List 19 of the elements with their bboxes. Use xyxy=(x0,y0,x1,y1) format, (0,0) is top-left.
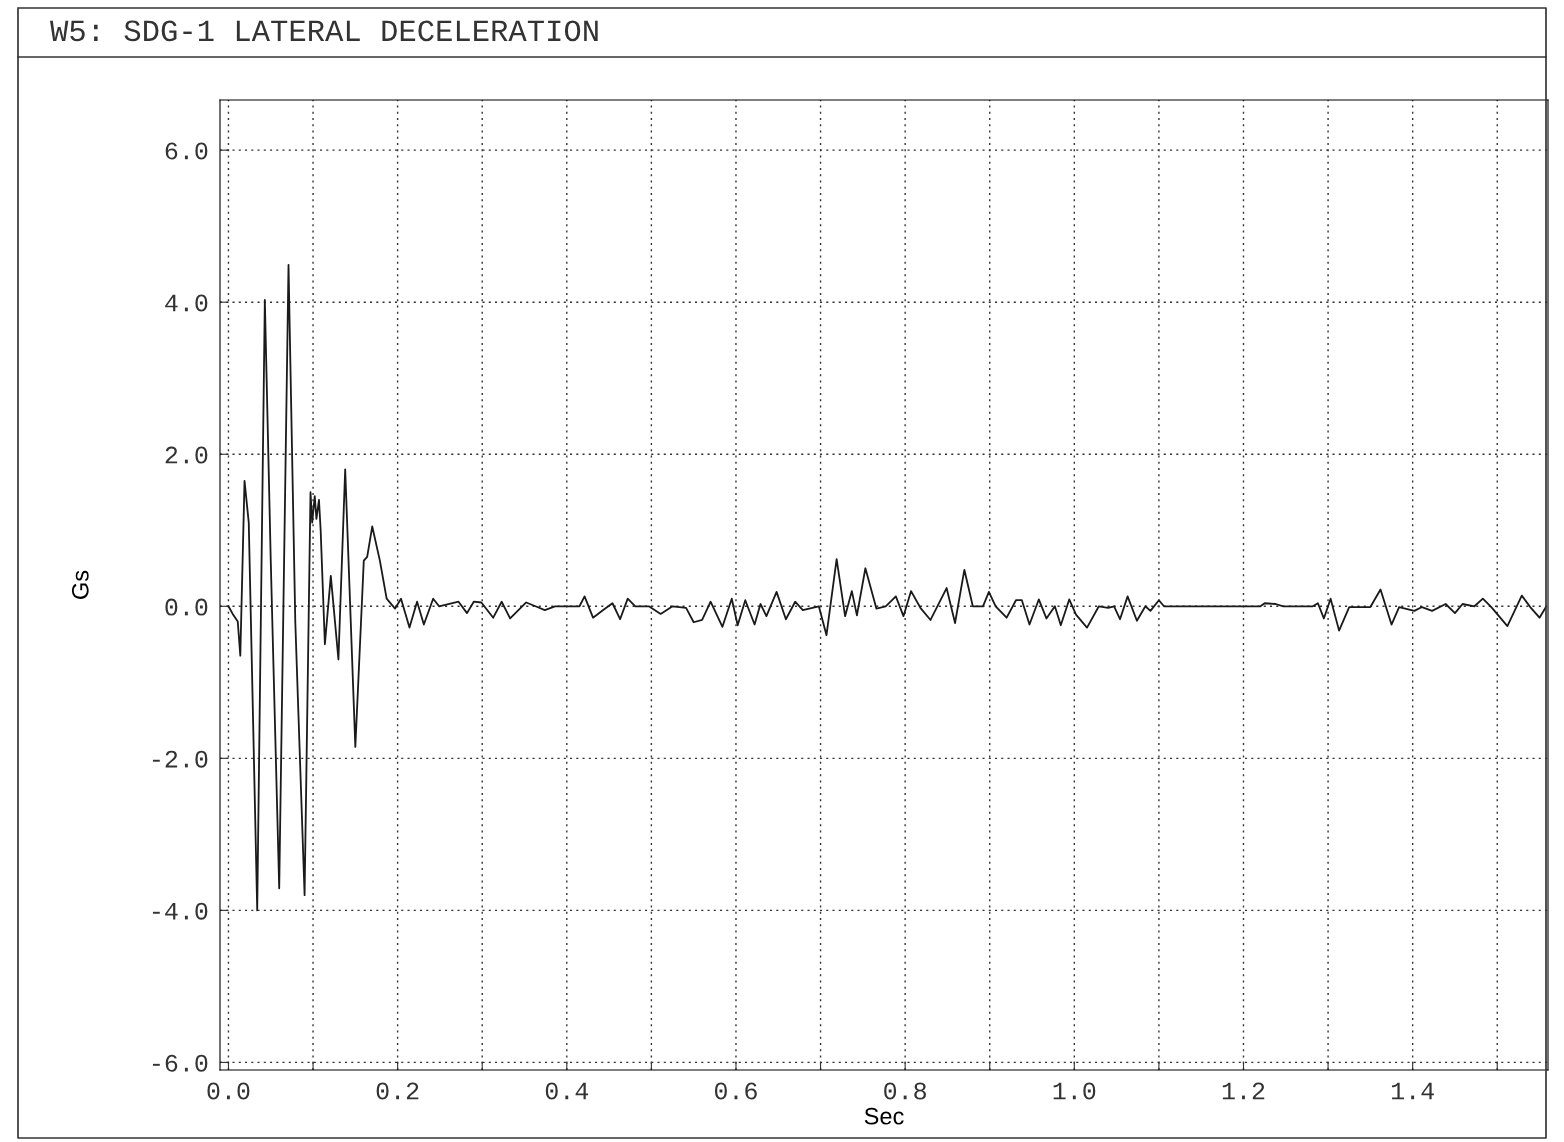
chart-title: W5: SDG-1 LATERAL DECELERATION xyxy=(50,20,598,42)
y-tick-label: -6.0 xyxy=(152,1054,208,1072)
x-tick-label: 1.0 xyxy=(1053,1082,1096,1100)
x-tick-label: 0.4 xyxy=(545,1082,589,1100)
y-tick-label: 0.0 xyxy=(165,598,208,616)
x-tick-label: 1.4 xyxy=(1391,1082,1434,1100)
line-series xyxy=(227,264,1547,912)
y-tick-label: 4.0 xyxy=(165,294,208,312)
x-tick-label: 0.0 xyxy=(207,1082,250,1100)
y-axis-title: Gs xyxy=(71,570,89,599)
x-tick-label: 0.8 xyxy=(884,1082,926,1100)
y-tick-label: 2.0 xyxy=(165,446,208,464)
x-tick-label: 0.6 xyxy=(714,1082,757,1100)
y-tick-label: -2.0 xyxy=(152,750,208,768)
y-tick-label: 6.0 xyxy=(165,142,208,160)
y-tick-label: -4.0 xyxy=(152,902,208,920)
x-axis-title: Sec xyxy=(864,1107,904,1125)
x-tick-label: 0.2 xyxy=(376,1082,419,1100)
x-tick-label: 1.2 xyxy=(1222,1082,1265,1100)
